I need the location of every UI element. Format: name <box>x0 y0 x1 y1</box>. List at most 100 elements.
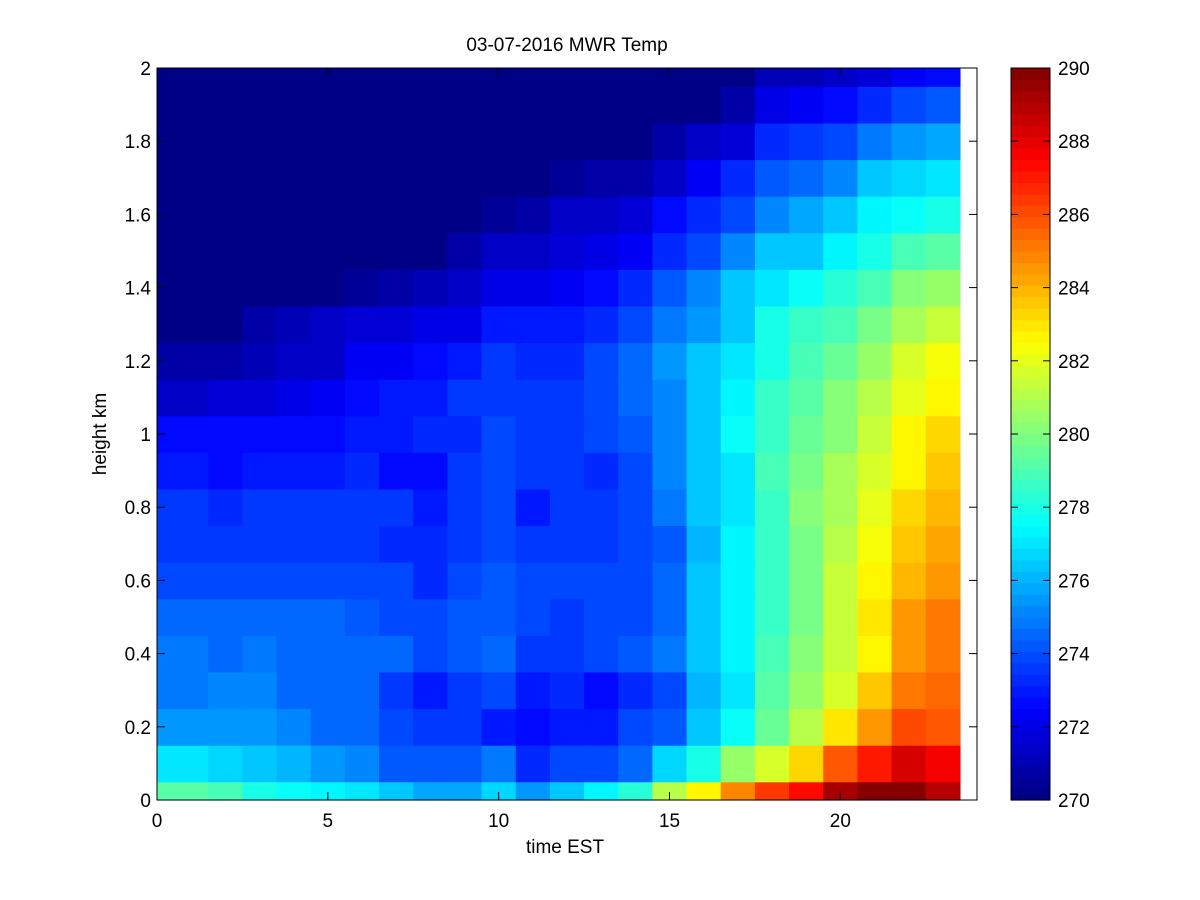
heatmap-cell <box>652 415 688 453</box>
heatmap-cell <box>208 671 244 710</box>
heatmap-cell <box>891 671 927 710</box>
heatmap-cell <box>515 159 551 197</box>
heatmap-cell <box>720 269 756 307</box>
heatmap-cell <box>276 196 312 234</box>
heatmap-cell <box>754 196 790 234</box>
heatmap-cell <box>823 305 859 344</box>
heatmap-cell <box>344 745 380 783</box>
heatmap-cell <box>618 562 654 600</box>
heatmap-cell <box>652 159 688 197</box>
heatmap-cell <box>447 342 483 380</box>
colorbar-swatch <box>1011 90 1050 103</box>
heatmap-cell <box>447 68 483 87</box>
heatmap-cell <box>515 562 551 600</box>
heatmap-cell <box>925 525 961 563</box>
heatmap-cell <box>208 86 244 124</box>
colorbar-swatch <box>1011 136 1050 149</box>
heatmap-cell <box>157 68 209 87</box>
heatmap-cell <box>857 635 893 673</box>
heatmap-cell <box>584 68 619 87</box>
heatmap-cell <box>857 232 893 270</box>
colorbar-swatch <box>1011 777 1050 790</box>
heatmap-cell <box>344 781 380 801</box>
colorbar-swatch <box>1011 113 1050 126</box>
heatmap-cell <box>789 525 824 563</box>
heatmap-cell <box>208 598 244 636</box>
colorbar-tick-label: 290 <box>1058 59 1090 80</box>
heatmap-cell <box>276 342 312 380</box>
colorbar-swatch <box>1011 308 1050 321</box>
heatmap-cell <box>618 305 654 344</box>
heatmap-cell <box>925 708 961 746</box>
heatmap-cell <box>208 342 244 380</box>
heatmap-cell <box>857 452 893 490</box>
heatmap-cell <box>242 635 278 673</box>
colorbar-swatch <box>1011 331 1050 344</box>
heatmap-cell <box>754 671 790 710</box>
heatmap-cell <box>481 781 517 801</box>
heatmap-cell <box>515 305 551 344</box>
heatmap-cell <box>344 86 380 124</box>
heatmap-cell <box>208 196 244 234</box>
colorbar-swatch <box>1011 559 1050 572</box>
heatmap-cell <box>686 671 722 710</box>
heatmap-cell <box>344 525 380 563</box>
colorbar-swatch <box>1011 525 1050 538</box>
colorbar-swatch <box>1011 697 1050 710</box>
heatmap-cell <box>891 379 927 417</box>
colorbar-swatch <box>1011 571 1050 584</box>
heatmap-cell <box>891 305 927 344</box>
colorbar-swatch <box>1011 548 1050 561</box>
heatmap-cell <box>789 342 824 380</box>
heatmap-cell <box>157 379 209 417</box>
heatmap-cell <box>447 196 483 234</box>
heatmap-cell <box>344 562 380 600</box>
heatmap-cell <box>584 122 619 161</box>
colorbar-swatch <box>1011 148 1050 161</box>
heatmap-cell <box>481 159 517 197</box>
heatmap-cell <box>754 269 790 307</box>
heatmap-cell <box>310 379 346 417</box>
heatmap-cell <box>549 671 585 710</box>
heatmap-cell <box>652 488 688 527</box>
heatmap-cell <box>891 708 927 746</box>
heatmap-cell <box>447 671 483 710</box>
heatmap-cell <box>925 68 961 87</box>
heatmap-cell <box>789 781 824 801</box>
colorbar-swatch <box>1011 456 1050 469</box>
heatmap-cell <box>157 232 209 270</box>
heatmap-cell <box>344 635 380 673</box>
colorbar-swatch <box>1011 639 1050 652</box>
heatmap-cell <box>857 781 893 801</box>
heatmap-cell <box>857 68 893 87</box>
heatmap-cell <box>823 781 859 801</box>
heatmap-cell <box>618 415 654 453</box>
heatmap-cell <box>823 232 859 270</box>
colorbar-swatch <box>1011 754 1050 767</box>
heatmap-cell <box>208 159 244 197</box>
heatmap-cell <box>720 488 756 527</box>
heatmap-cell <box>515 745 551 783</box>
heatmap-cell <box>891 525 927 563</box>
heatmap-cell <box>652 635 688 673</box>
heatmap-cell <box>344 305 380 344</box>
colorbar-swatch <box>1011 742 1050 755</box>
colorbar-swatch <box>1011 605 1050 618</box>
heatmap-cell <box>686 598 722 636</box>
heatmap-cell <box>754 342 790 380</box>
heatmap-cell <box>823 415 859 453</box>
heatmap-cell <box>823 525 859 563</box>
heatmap-cell <box>618 452 654 490</box>
heatmap-cell <box>379 745 414 783</box>
heatmap-cell <box>823 671 859 710</box>
heatmap-cell <box>618 525 654 563</box>
heatmap-cell <box>157 305 209 344</box>
heatmap-cell <box>789 452 824 490</box>
heatmap-cell <box>720 159 756 197</box>
heatmap-cell <box>720 452 756 490</box>
heatmap-cell <box>379 562 414 600</box>
heatmap-cell <box>720 671 756 710</box>
colorbar-swatch <box>1011 205 1050 218</box>
heatmap-cell <box>789 745 824 783</box>
heatmap-cell <box>686 305 722 344</box>
